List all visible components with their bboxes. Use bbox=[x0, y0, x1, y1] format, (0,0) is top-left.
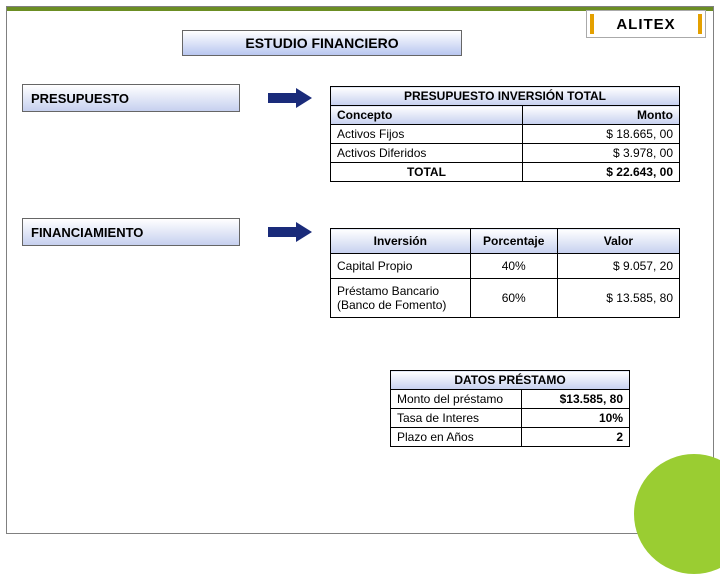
table-inversion-total: PRESUPUESTO INVERSIÓN TOTAL Concepto Mon… bbox=[330, 86, 680, 182]
table-datos-prestamo: DATOS PRÉSTAMO Monto del préstamo $13.58… bbox=[390, 370, 630, 447]
cell-label: Plazo en Años bbox=[391, 428, 522, 447]
cell-concepto: Activos Diferidos bbox=[331, 144, 523, 163]
cell-total-label: TOTAL bbox=[331, 163, 523, 182]
table-financiamiento: Inversión Porcentaje Valor Capital Propi… bbox=[330, 228, 680, 318]
tag-financiamiento: FINANCIAMIENTO bbox=[22, 218, 240, 246]
col-header: Valor bbox=[557, 229, 679, 254]
cell-valor: $ 9.057, 20 bbox=[557, 254, 679, 279]
cell-inversion: Préstamo Bancario (Banco de Fomento) bbox=[331, 279, 471, 318]
cell-monto: $ 3.978, 00 bbox=[522, 144, 679, 163]
cell-value: 10% bbox=[522, 409, 630, 428]
col-header: Porcentaje bbox=[470, 229, 557, 254]
logo-text: ALITEX bbox=[616, 16, 675, 33]
cell-concepto: Activos Fijos bbox=[331, 125, 523, 144]
cell-valor: $ 13.585, 80 bbox=[557, 279, 679, 318]
tag-presupuesto: PRESUPUESTO bbox=[22, 84, 240, 112]
table-row: Activos Fijos $ 18.665, 00 bbox=[331, 125, 680, 144]
table-row: Préstamo Bancario (Banco de Fomento) 60%… bbox=[331, 279, 680, 318]
cell-monto: $ 18.665, 00 bbox=[522, 125, 679, 144]
cell-value: 2 bbox=[522, 428, 630, 447]
table-row: Tasa de Interes 10% bbox=[391, 409, 630, 428]
col-header: Monto bbox=[522, 106, 679, 125]
cell-porcentaje: 60% bbox=[470, 279, 557, 318]
cell-total-monto: $ 22.643, 00 bbox=[522, 163, 679, 182]
cell-label: Monto del préstamo bbox=[391, 390, 522, 409]
col-header: Concepto bbox=[331, 106, 523, 125]
table-row: Plazo en Años 2 bbox=[391, 428, 630, 447]
arrow-icon bbox=[268, 222, 314, 242]
page-title: ESTUDIO FINANCIERO bbox=[182, 30, 462, 56]
cell-value: $13.585, 80 bbox=[522, 390, 630, 409]
cell-inversion: Capital Propio bbox=[331, 254, 471, 279]
cell-label: Tasa de Interes bbox=[391, 409, 522, 428]
table-title: DATOS PRÉSTAMO bbox=[391, 371, 630, 390]
table-title: PRESUPUESTO INVERSIÓN TOTAL bbox=[331, 87, 680, 106]
arrow-icon bbox=[268, 88, 314, 108]
col-header: Inversión bbox=[331, 229, 471, 254]
table-row: Capital Propio 40% $ 9.057, 20 bbox=[331, 254, 680, 279]
table-row-total: TOTAL $ 22.643, 00 bbox=[331, 163, 680, 182]
cell-porcentaje: 40% bbox=[470, 254, 557, 279]
logo-alitex: ALITEX bbox=[586, 10, 706, 38]
table-row: Activos Diferidos $ 3.978, 00 bbox=[331, 144, 680, 163]
table-row: Monto del préstamo $13.585, 80 bbox=[391, 390, 630, 409]
